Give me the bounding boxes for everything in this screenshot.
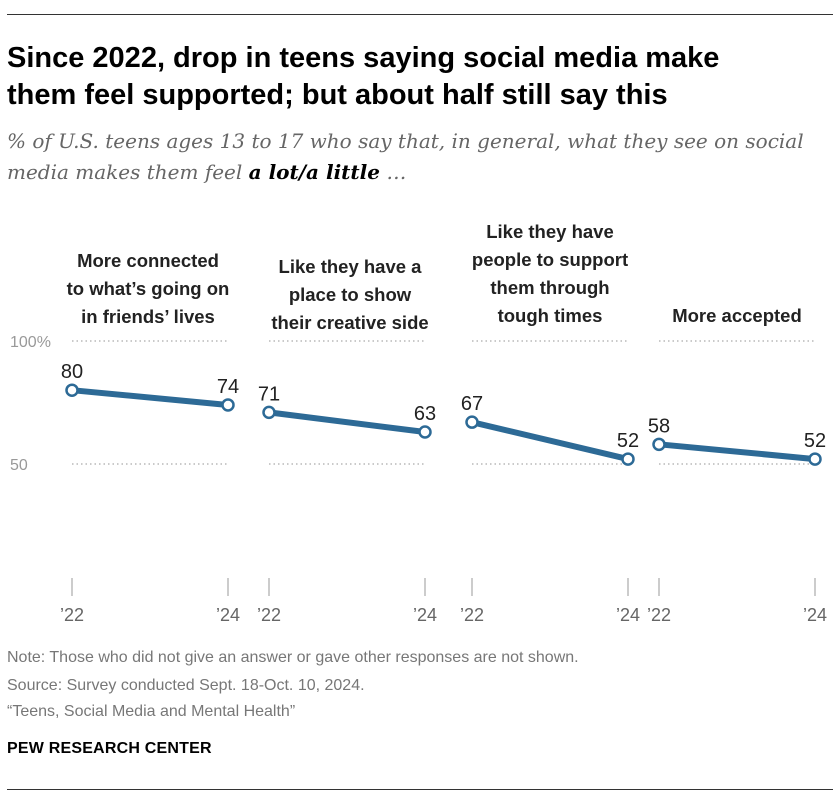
panel-label-support: Like they have people to support them th… xyxy=(450,218,650,330)
panel-label-line: them through xyxy=(490,277,610,298)
data-point xyxy=(465,415,479,429)
panel-label-line: Like they have xyxy=(486,221,614,242)
y-tick-label: 100% xyxy=(10,334,51,351)
data-label: 74 xyxy=(217,376,239,398)
data-point xyxy=(65,383,79,397)
series-line xyxy=(656,441,818,463)
panel-label-line: in friends’ lives xyxy=(81,306,215,327)
chart-title: Since 2022, drop in teens saying social … xyxy=(7,40,833,114)
panel-label-line: More accepted xyxy=(672,305,802,326)
note-text: Note: Those who did not give an answer o… xyxy=(7,649,579,666)
x-tick-label: ’22 xyxy=(460,605,484,625)
title-line-1: Since 2022, drop in teens saying social … xyxy=(7,42,720,74)
data-point xyxy=(262,405,276,420)
data-label: 67 xyxy=(461,393,483,415)
data-label: 80 xyxy=(61,361,83,383)
data-point xyxy=(652,437,666,452)
panel-label-line: to what’s going on xyxy=(66,278,230,299)
data-point xyxy=(221,398,235,412)
data-point xyxy=(808,452,822,466)
data-label: 58 xyxy=(648,415,670,437)
panel-label-line: Like they have a xyxy=(278,256,422,277)
data-point xyxy=(418,425,432,439)
data-label: 63 xyxy=(414,403,436,425)
source-text: Source: Survey conducted Sept. 18-Oct. 1… xyxy=(7,677,365,694)
panel-label-line: their creative side xyxy=(271,312,429,333)
chart-subtitle: % of U.S. teens ages 13 to 17 who say th… xyxy=(7,126,833,188)
panel-label-creative: Like they have a place to show their cre… xyxy=(250,253,450,337)
y-tick-label: 50 xyxy=(10,457,28,474)
x-tick-label: ’22 xyxy=(60,605,84,625)
series-line xyxy=(469,419,631,463)
panel-label-line: More connected xyxy=(77,250,219,271)
panel-label-line: people to support xyxy=(471,249,629,270)
panel-label-connected: More connected to what’s going on in fri… xyxy=(48,247,248,331)
top-rule xyxy=(7,14,833,15)
series-line xyxy=(69,387,231,408)
data-point xyxy=(621,452,635,466)
x-tick-label: ’24 xyxy=(216,605,240,625)
x-tick-label: ’24 xyxy=(413,605,437,625)
subtitle-emphasis: a lot/a little xyxy=(248,160,380,184)
bottom-rule xyxy=(7,789,833,790)
panel-label-line: tough times xyxy=(497,305,603,326)
x-tick-label: ’22 xyxy=(257,605,281,625)
data-label: 52 xyxy=(804,430,826,452)
data-label: 71 xyxy=(258,383,280,405)
pew-logo-text: PEW RESEARCH CENTER xyxy=(7,740,212,757)
subtitle-text: % of U.S. teens ages 13 to 17 who say th… xyxy=(7,129,804,184)
x-tick-label: ’24 xyxy=(803,605,827,625)
title-line-2: them feel supported; but about half stil… xyxy=(7,79,668,111)
panel-label-accepted: More accepted xyxy=(637,302,837,330)
data-label: 52 xyxy=(617,430,639,452)
panel-label-line: place to show xyxy=(288,284,412,305)
series-line xyxy=(266,409,428,436)
report-title: “Teens, Social Media and Mental Health” xyxy=(7,703,296,720)
x-tick-label: ’22 xyxy=(647,605,671,625)
subtitle-ellipsis: … xyxy=(379,160,407,184)
x-tick-label: ’24 xyxy=(616,605,640,625)
